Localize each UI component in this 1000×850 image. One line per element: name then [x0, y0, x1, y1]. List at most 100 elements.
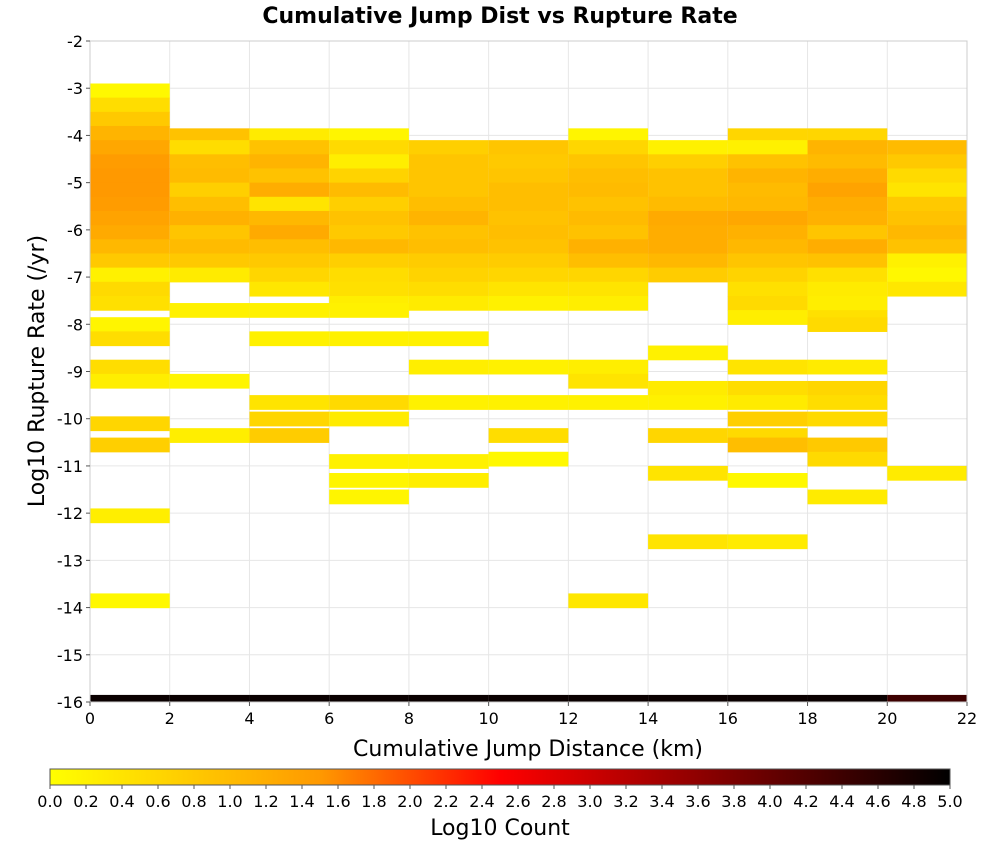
y-axis-label: Log10 Rupture Rate (/yr) — [25, 235, 50, 507]
heatmap-cell — [648, 345, 728, 361]
heatmap-cell — [488, 225, 569, 240]
heatmap-cell — [727, 473, 808, 488]
heatmap-cell — [648, 267, 728, 283]
y-tick-label: -16 — [57, 693, 83, 712]
heatmap-cell — [488, 182, 569, 198]
heatmap-cell — [90, 373, 170, 389]
heatmap-cell — [408, 140, 489, 155]
y-tick-label: -5 — [67, 174, 83, 193]
heatmap-cell — [249, 253, 330, 269]
colorbar-tick-label: 2.0 — [397, 792, 422, 811]
heatmap-cell — [807, 154, 888, 170]
heatmap-cell — [169, 253, 250, 269]
x-tick-label: 18 — [797, 709, 817, 728]
heatmap-cell — [329, 454, 409, 469]
heatmap-cell — [727, 253, 808, 269]
y-tick-label: -10 — [57, 410, 83, 429]
heatmap-cell — [648, 182, 728, 198]
heatmap-cell — [568, 128, 649, 144]
y-tick-label: -7 — [67, 268, 83, 287]
heatmap-cell — [568, 295, 649, 311]
heatmap-cell — [90, 154, 170, 170]
colorbar-tick-label: 4.4 — [829, 792, 854, 811]
heatmap-cell — [249, 210, 330, 226]
heatmap-cell — [807, 437, 888, 453]
heatmap-cell — [568, 593, 649, 609]
heatmap-cell — [90, 331, 170, 347]
heatmap-cell — [807, 225, 888, 240]
heatmap-cell — [249, 267, 330, 283]
heatmap-cell — [488, 154, 569, 170]
heatmap-cell — [249, 196, 330, 212]
colorbar-label: Log10 Count — [430, 816, 570, 841]
heatmap-cell — [568, 694, 649, 702]
heatmap-cell — [90, 182, 170, 198]
heatmap-cell — [488, 281, 569, 297]
heatmap-cell — [727, 267, 808, 283]
heatmap-cell — [169, 428, 250, 443]
heatmap-cell — [807, 128, 888, 144]
heatmap-cell — [408, 196, 489, 212]
colorbar-ticks: 0.0 0.2 0.4 0.6 0.8 1.0 1.2 1.4 1.6 1.8 2.0 2.2 2.4 2… — [37, 785, 963, 811]
heatmap-cell — [408, 267, 489, 283]
heatmap-cell — [887, 281, 967, 297]
heatmap-cell — [329, 239, 409, 255]
heatmap-cell — [727, 411, 808, 427]
y-tick-label: -12 — [57, 504, 83, 523]
heatmap-cell — [727, 225, 808, 240]
heatmap-cell — [488, 694, 569, 702]
heatmap-cell — [90, 225, 170, 240]
heatmap-cell — [408, 295, 489, 311]
heatmap-cell — [887, 253, 967, 269]
colorbar-tick-label: 3.6 — [685, 792, 710, 811]
heatmap-cell — [329, 196, 409, 212]
heatmap-cell — [648, 196, 728, 212]
y-axis-ticks: -2 -3 -4 -5 -6 -7 -8 -9 -10 -11 -12 -13 -14 -15 -16 — [57, 32, 90, 712]
heatmap-cell — [807, 359, 888, 375]
colorbar-tick-label: 5.0 — [937, 792, 962, 811]
heatmap-cell — [887, 239, 967, 255]
heatmap-cell — [887, 267, 967, 283]
heatmap-cell — [887, 196, 967, 212]
heatmap-cell — [169, 694, 250, 702]
y-tick-label: -15 — [57, 646, 83, 665]
heatmap-cell — [169, 196, 250, 212]
heatmap-cell — [90, 196, 170, 212]
y-tick-label: -13 — [57, 551, 83, 570]
heatmap-cell — [488, 210, 569, 226]
heatmap-cell — [887, 154, 967, 170]
heatmap-cell — [249, 331, 330, 347]
heatmap-cell — [329, 395, 409, 410]
x-tick-label: 0 — [85, 709, 95, 728]
heatmap-cell — [727, 694, 808, 702]
colorbar-tick-label: 1.6 — [325, 792, 350, 811]
heatmap-cell — [648, 140, 728, 155]
heatmap-cell — [169, 225, 250, 240]
heatmap-cell — [648, 225, 728, 240]
heatmap-cell — [408, 694, 489, 702]
heatmap-cell — [568, 182, 649, 198]
colorbar-tick-label: 3.4 — [649, 792, 674, 811]
heatmap-cell — [568, 359, 649, 375]
heatmap-cell — [329, 694, 409, 702]
heatmap-cell — [807, 239, 888, 255]
colorbar-tick-label: 1.2 — [253, 792, 278, 811]
heatmap-cell — [568, 154, 649, 170]
heatmap-cell — [90, 359, 170, 375]
colorbar-tick-label: 2.4 — [469, 792, 494, 811]
heatmap-cell — [249, 303, 330, 318]
heatmap-cell — [807, 267, 888, 283]
colorbar-tick-label: 0.0 — [37, 792, 62, 811]
colorbar-tick-label: 4.2 — [793, 792, 818, 811]
heatmap-cell — [408, 182, 489, 198]
heatmap-cell — [169, 154, 250, 170]
heatmap-cell — [727, 380, 808, 396]
heatmap-cell — [807, 694, 888, 702]
colorbar-tick-label: 0.2 — [73, 792, 98, 811]
heatmap-cell — [727, 437, 808, 453]
heatmap-cell — [329, 140, 409, 155]
heatmap-cell — [648, 428, 728, 443]
colorbar — [49, 768, 951, 786]
x-tick-label: 6 — [324, 709, 334, 728]
heatmap-cell — [90, 168, 170, 184]
